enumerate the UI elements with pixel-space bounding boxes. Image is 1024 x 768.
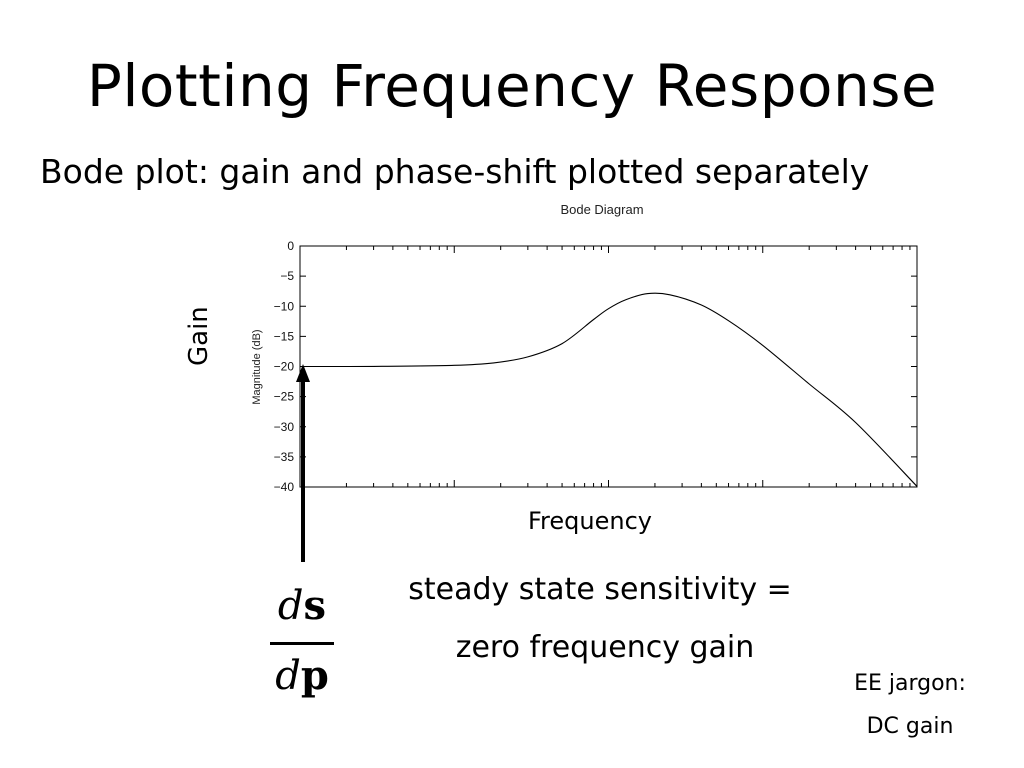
y-tick-label: −15 — [274, 329, 295, 343]
sensitivity-note-line2: zero frequency gain — [455, 630, 755, 665]
y-tick-label: −5 — [280, 269, 294, 283]
y-tick-label: −10 — [274, 299, 295, 313]
fraction-denominator: dp — [275, 652, 329, 699]
y-tick-label: −30 — [274, 420, 295, 434]
y-tick-label: −40 — [274, 480, 295, 494]
fraction-bar — [270, 642, 334, 645]
jargon-note-line1: EE jargon: — [854, 671, 966, 696]
frequency-axis-label: Frequency — [528, 507, 652, 535]
jargon-note-line2: DC gain — [866, 714, 954, 739]
y-tick-label: 0 — [287, 239, 294, 253]
slide-subtitle: Bode plot: gain and phase-shift plotted … — [40, 152, 870, 191]
slide-title: Plotting Frequency Response — [86, 52, 938, 120]
gain-axis-label: Gain — [184, 306, 214, 366]
y-tick-label: −20 — [274, 360, 295, 374]
y-axis-label: Magnitude (dB) — [251, 329, 263, 404]
ds-dp-fraction: ds dp — [262, 578, 342, 708]
dc-gain-arrow-head — [296, 364, 310, 382]
fraction-numerator: ds — [277, 582, 327, 629]
x-axis-ticks — [299, 246, 911, 487]
chart-title: Bode Diagram — [560, 202, 644, 217]
y-tick-label: −35 — [274, 450, 295, 464]
y-tick-label: −25 — [274, 390, 295, 404]
magnitude-series-line — [299, 292, 918, 487]
sensitivity-note-line1: steady state sensitivity = — [408, 572, 792, 607]
